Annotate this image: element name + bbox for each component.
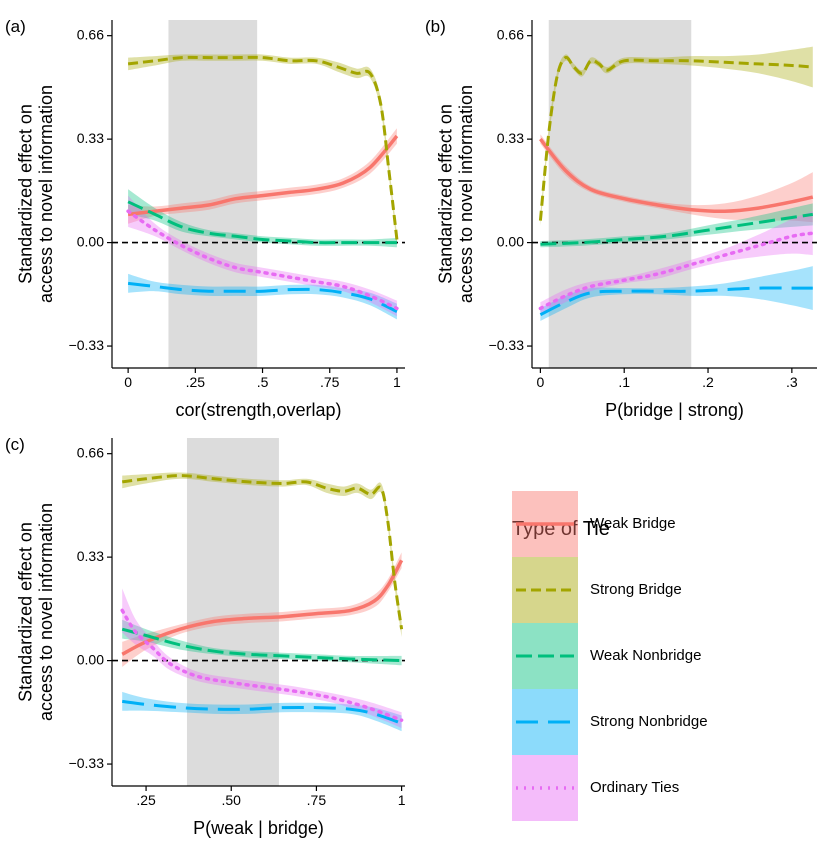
- y-tick-label: 0.66: [77, 444, 104, 460]
- series-line-strong_bridge: [122, 474, 404, 630]
- series-line-strong_nonbridge: [539, 286, 813, 317]
- x-axis-label: P(weak | bridge): [193, 818, 324, 838]
- y-tick-label: −0.33: [69, 755, 105, 771]
- x-tick-label: .75: [320, 374, 340, 390]
- legend-item-weak_bridge: Weak Bridge: [512, 491, 676, 557]
- legend-key-fill: [512, 755, 578, 821]
- x-tick-label: 0: [536, 374, 544, 390]
- series-line-ordinary: [126, 209, 399, 311]
- series-line-ordinary: [120, 608, 404, 722]
- legend-label: Strong Nonbridge: [590, 713, 708, 730]
- y-tick-label: −0.33: [489, 337, 525, 353]
- panel-1: (b) −0.33 0.00 0.33 0.66 0 .1 .2 .3 P(bridge | st…: [425, 17, 817, 420]
- panel-0: (a) −0.33 0.00 0.33 0.66 0 .25 .5 .75 1 cor(streng…: [5, 17, 405, 420]
- legend-label: Weak Nonbridge: [590, 647, 701, 664]
- legend-label: Ordinary Ties: [590, 779, 679, 796]
- series-line-strong_nonbridge: [127, 281, 398, 313]
- y-tick-label: 0.00: [497, 233, 524, 249]
- series-line-ordinary: [538, 231, 815, 311]
- x-tick-label: .3: [786, 374, 798, 390]
- band-strong_nonbridge: [128, 273, 397, 320]
- x-tick-label: .50: [222, 792, 242, 808]
- band-weak_nonbridge: [128, 189, 397, 248]
- y-tick-label: 0.66: [497, 26, 524, 42]
- series-line-strong_nonbridge: [122, 699, 403, 725]
- y-tick-label: 0.33: [497, 130, 524, 146]
- band-strong_bridge: [122, 472, 402, 638]
- x-tick-label: .25: [136, 792, 156, 808]
- panel-2: (c) −0.33 0.00 0.33 0.66 .25 .50 .75 1 P(weak | b…: [5, 435, 406, 838]
- series-line-weak_nonbridge: [121, 627, 402, 663]
- legend-item-ordinary: Ordinary Ties: [512, 755, 679, 821]
- y-tick-label: 0.00: [77, 651, 104, 667]
- series-line-strong_bridge: [127, 55, 399, 240]
- y-tick-label: −0.33: [69, 337, 105, 353]
- band-ordinary: [128, 195, 397, 317]
- legend-item-weak_nonbridge: Weak Nonbridge: [512, 623, 701, 689]
- y-tick-label: 0.33: [77, 548, 104, 564]
- x-axis-label: P(bridge | strong): [605, 400, 744, 420]
- legend-label: Weak Bridge: [590, 515, 676, 532]
- x-tick-label: .1: [618, 374, 630, 390]
- band-ordinary: [122, 588, 402, 728]
- y-tick-label: 0.33: [77, 130, 104, 146]
- panel-label: (b): [425, 17, 446, 36]
- x-axis-label: cor(strength,overlap): [175, 400, 341, 420]
- x-tick-label: 1: [393, 374, 401, 390]
- series-line-weak_bridge: [121, 559, 404, 656]
- series-line-weak_nonbridge: [127, 200, 397, 245]
- legend-item-strong_bridge: Strong Bridge: [512, 557, 682, 623]
- x-tick-label: 1: [398, 792, 406, 808]
- x-tick-label: .25: [186, 374, 206, 390]
- panel-label: (c): [5, 435, 25, 454]
- shaded-region: [168, 20, 258, 368]
- band-strong_nonbridge: [540, 266, 813, 321]
- y-axis-label: Standardized effect onaccess to novel in…: [15, 503, 56, 721]
- shaded-region: [186, 438, 279, 786]
- x-tick-label: .2: [702, 374, 714, 390]
- x-tick-label: .5: [257, 374, 269, 390]
- x-tick-label: .75: [307, 792, 327, 808]
- y-tick-label: 0.66: [77, 26, 104, 42]
- y-axis-label: Standardized effect onaccess to novel in…: [435, 85, 476, 303]
- legend-item-strong_nonbridge: Strong Nonbridge: [512, 689, 708, 755]
- shaded-region: [548, 20, 692, 368]
- series-line-weak_nonbridge: [540, 212, 814, 246]
- x-tick-label: 0: [124, 374, 132, 390]
- band-weak_bridge: [540, 134, 813, 223]
- y-tick-label: 0.00: [77, 233, 104, 249]
- legend-label: Strong Bridge: [590, 581, 682, 598]
- series-line-strong_bridge: [538, 55, 813, 221]
- panel-label: (a): [5, 17, 26, 36]
- series-line-weak_bridge: [127, 134, 399, 217]
- y-axis-label: Standardized effect onaccess to novel in…: [15, 85, 56, 303]
- series-line-weak_bridge: [539, 138, 814, 214]
- band-strong_nonbridge: [122, 691, 402, 732]
